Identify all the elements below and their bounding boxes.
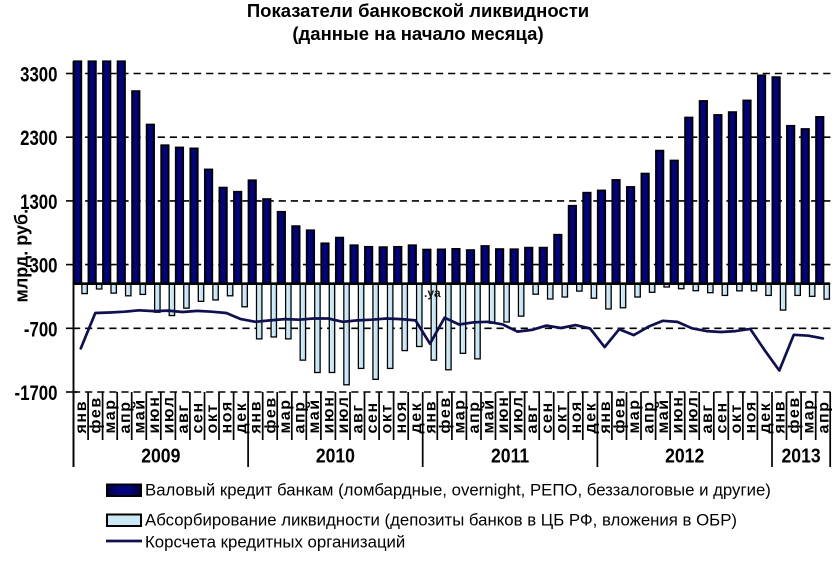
svg-text:июн: июн (321, 396, 338, 434)
svg-text:окт: окт (379, 403, 396, 433)
svg-text:фев: фев (612, 396, 629, 433)
svg-text:сен: сен (190, 401, 207, 433)
svg-text:июн: июн (495, 396, 512, 434)
svg-text:фев: фев (88, 396, 105, 433)
svg-text:мар: мар (102, 398, 119, 433)
svg-text:окт: окт (553, 403, 570, 433)
svg-text:июл: июл (510, 395, 527, 433)
svg-text:фев: фев (437, 396, 454, 433)
svg-text:июл: июл (684, 395, 701, 433)
svg-text:дек: дек (408, 402, 425, 434)
svg-text:2010: 2010 (316, 444, 355, 466)
svg-text:ноя: ноя (743, 400, 760, 433)
svg-text:сен: сен (539, 401, 556, 433)
svg-text:Показатели банковской ликвидно: Показатели банковской ликвидности (247, 0, 589, 21)
svg-text:май: май (655, 398, 672, 433)
svg-text:мар: мар (626, 398, 643, 433)
svg-text:апр: апр (466, 400, 483, 433)
svg-text:2012: 2012 (665, 444, 704, 466)
svg-text:авг: авг (350, 403, 367, 433)
svg-text:окт: окт (728, 403, 745, 433)
svg-text:авг: авг (699, 403, 716, 433)
svg-text:дек: дек (233, 402, 250, 434)
svg-text:(данные на начало месяца): (данные на начало месяца) (292, 23, 543, 44)
svg-text:апр: апр (291, 400, 308, 433)
svg-text:окт: окт (204, 403, 221, 433)
svg-text:Абсорбирование ликвидности (де: Абсорбирование ликвидности (депозиты бан… (145, 511, 737, 530)
svg-text:Валовый кредит банкам (ломбард: Валовый кредит банкам (ломбардные, overn… (145, 481, 771, 500)
svg-text:300: 300 (29, 255, 57, 278)
svg-text:-700: -700 (24, 319, 58, 342)
svg-text:июн: июн (670, 396, 687, 434)
svg-text:июл: июл (160, 395, 177, 433)
svg-text:дек: дек (582, 402, 599, 434)
svg-text:сен: сен (364, 401, 381, 433)
svg-text:авг: авг (175, 403, 192, 433)
svg-text:дек: дек (757, 402, 774, 434)
svg-text:Корсчета кредитных организаций: Корсчета кредитных организаций (145, 533, 405, 552)
svg-text:2013: 2013 (782, 444, 821, 466)
svg-text:янв: янв (248, 400, 265, 435)
svg-text:янв: янв (422, 400, 439, 435)
svg-text:май: май (131, 398, 148, 433)
svg-text:май: май (306, 398, 323, 433)
svg-text:июл: июл (335, 395, 352, 433)
svg-text:1300: 1300 (20, 191, 57, 214)
svg-text:млрд. руб.: млрд. руб. (12, 209, 32, 303)
svg-text:мар: мар (277, 398, 294, 433)
svg-text:2011: 2011 (491, 444, 529, 466)
svg-text:апр: апр (815, 400, 832, 433)
svg-text:апр: апр (117, 400, 134, 433)
svg-text:2300: 2300 (20, 128, 57, 151)
svg-text:мар: мар (452, 398, 469, 433)
svg-text:мар: мар (801, 398, 818, 433)
svg-text:ноя: ноя (219, 400, 236, 433)
svg-text:апр: апр (641, 400, 658, 433)
svg-text:2009: 2009 (141, 444, 180, 466)
svg-text:сен: сен (713, 401, 730, 433)
svg-text:янв: янв (772, 400, 789, 435)
svg-text:май: май (481, 398, 498, 433)
svg-text:июн: июн (146, 396, 163, 434)
svg-text:.ya: .ya (424, 286, 441, 300)
svg-text:янв: янв (73, 400, 90, 435)
svg-text:авг: авг (524, 403, 541, 433)
svg-text:фев: фев (786, 396, 803, 433)
svg-text:3300: 3300 (20, 64, 57, 87)
svg-text:фев: фев (262, 396, 279, 433)
svg-text:ноя: ноя (393, 400, 410, 433)
svg-text:-1700: -1700 (15, 382, 58, 405)
svg-text:ноя: ноя (568, 400, 585, 433)
svg-text:янв: янв (597, 400, 614, 435)
